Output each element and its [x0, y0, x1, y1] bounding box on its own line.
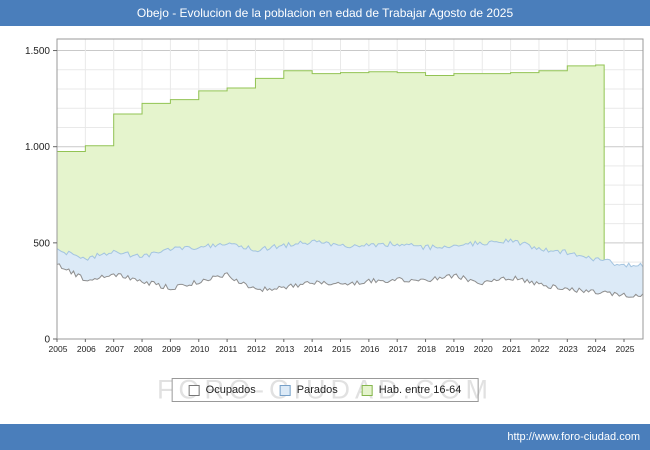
svg-text:2017: 2017 — [389, 344, 408, 354]
legend-label-ocupados: Ocupados — [205, 384, 256, 396]
chart-title: Obejo - Evolucion de la poblacion en eda… — [0, 0, 650, 26]
svg-text:2019: 2019 — [445, 344, 464, 354]
legend-swatch-hab-16-64 — [361, 384, 373, 396]
svg-text:2020: 2020 — [474, 344, 493, 354]
svg-text:2025: 2025 — [616, 344, 635, 354]
chart-legend: Ocupados Parados Hab. entre 16-64 — [171, 378, 479, 402]
svg-text:500: 500 — [33, 238, 50, 249]
svg-text:2013: 2013 — [275, 344, 294, 354]
svg-text:2014: 2014 — [304, 344, 323, 354]
chart-panel: 0 500 1.000 1.500 2005 2006 2007 2008 2009 2010 20… — [0, 26, 650, 424]
svg-text:2024: 2024 — [587, 344, 606, 354]
svg-text:2016: 2016 — [360, 344, 379, 354]
watermark-text: FORO-CIUDAD.COM — [157, 374, 493, 405]
svg-text:2011: 2011 — [219, 344, 238, 354]
svg-text:2015: 2015 — [332, 344, 351, 354]
legend-item-ocupados: Ocupados — [188, 384, 256, 396]
svg-text:2023: 2023 — [559, 344, 578, 354]
legend-swatch-parados — [279, 384, 291, 396]
svg-text:2022: 2022 — [530, 344, 549, 354]
svg-text:2008: 2008 — [134, 344, 153, 354]
svg-text:1.500: 1.500 — [25, 46, 50, 57]
footer-url-link[interactable]: http://www.foro-ciudad.com — [507, 431, 640, 443]
svg-text:2005: 2005 — [49, 344, 68, 354]
svg-text:2007: 2007 — [105, 344, 124, 354]
svg-text:2012: 2012 — [247, 344, 266, 354]
svg-text:2009: 2009 — [162, 344, 181, 354]
legend-label-parados: Parados — [296, 384, 338, 396]
population-area-chart: 0 500 1.000 1.500 2005 2006 2007 2008 2009 2010 20… — [25, 38, 644, 354]
svg-text:1.000: 1.000 — [25, 142, 50, 153]
svg-text:2018: 2018 — [417, 344, 436, 354]
svg-text:2006: 2006 — [77, 344, 96, 354]
legend-area: FORO-CIUDAD.COM Ocupados Parados Hab. en… — [0, 372, 650, 408]
legend-swatch-ocupados — [188, 384, 200, 396]
legend-item-parados: Parados — [279, 384, 338, 396]
svg-text:2010: 2010 — [190, 344, 209, 354]
legend-label-hab-16-64: Hab. entre 16-64 — [378, 384, 462, 396]
footer-bar: http://www.foro-ciudad.com — [0, 424, 650, 450]
svg-text:2021: 2021 — [502, 344, 521, 354]
legend-item-hab-16-64: Hab. entre 16-64 — [361, 384, 462, 396]
svg-text:0: 0 — [44, 335, 50, 346]
